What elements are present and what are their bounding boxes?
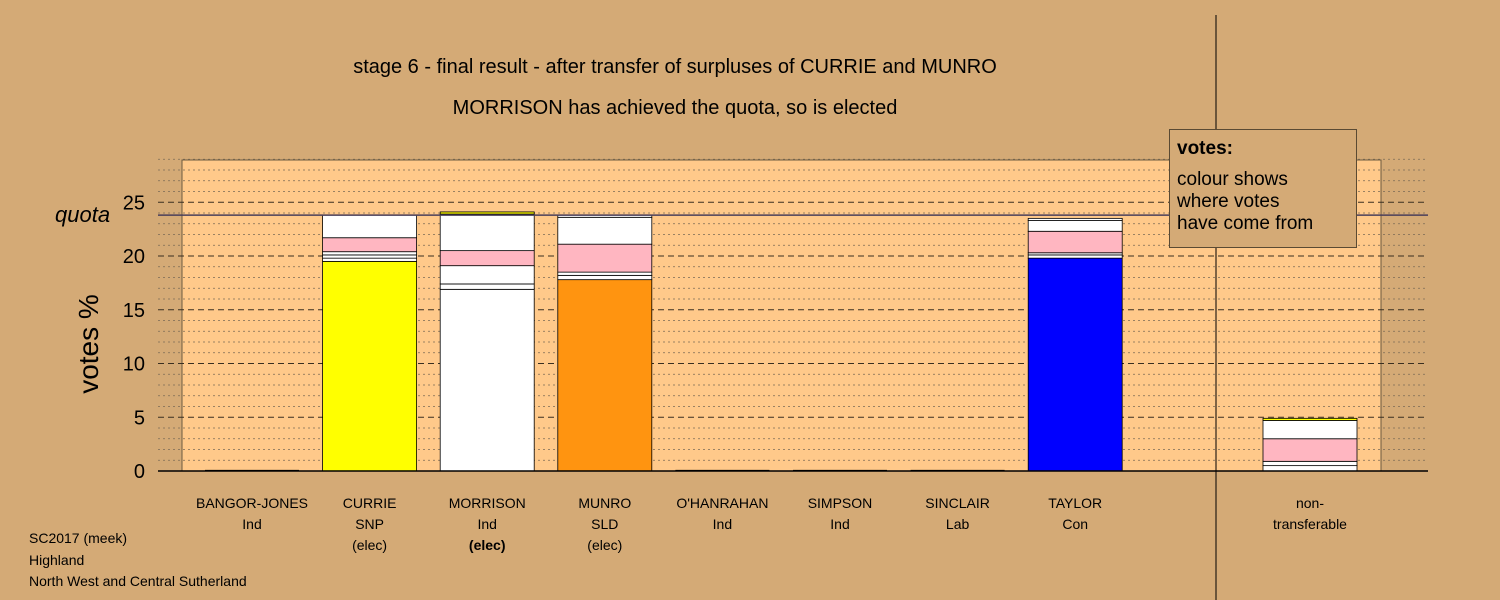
bar-segment [322, 237, 418, 253]
candidate-party-label: Ind [713, 516, 732, 532]
candidate-party-label: Ind [830, 516, 849, 532]
legend-line: where votes [1177, 191, 1280, 212]
candidate-party-label: Ind [242, 516, 261, 532]
candidate-status-label: (elec) [587, 537, 622, 553]
bar-segment [1262, 460, 1358, 467]
bar-segment [557, 271, 653, 276]
footer-info: SC2017 (meek) Highland North West and Ce… [29, 528, 247, 593]
bar-segment [439, 288, 535, 472]
legend-line: have come from [1177, 213, 1314, 234]
chart-subtitle: MORRISON has achieved the quota, so is e… [453, 97, 898, 119]
bar-group [205, 211, 1358, 472]
bar-segment [1027, 254, 1123, 259]
candidate-name-label: MORRISON [449, 495, 526, 511]
y-tick-label: 15 [123, 300, 145, 322]
bar-segment [439, 213, 535, 252]
bar-segment [557, 274, 653, 281]
bar-segment [1027, 220, 1123, 232]
bar-segment [1262, 438, 1358, 462]
legend-line: colour shows [1177, 169, 1288, 190]
bar-segment [322, 254, 418, 259]
candidate-name-label: SINCLAIR [925, 495, 990, 511]
candidate-status-label: (elec) [469, 537, 506, 553]
candidate-name-label: CURRIE [343, 495, 397, 511]
candidate-party-label: transferable [1273, 516, 1347, 532]
y-tick-label: 5 [134, 407, 145, 429]
y-tick-label: 25 [123, 192, 145, 214]
footer-region: Highland [29, 551, 85, 568]
bar-segment [557, 243, 653, 273]
candidate-party-label: SNP [355, 516, 384, 532]
bar-segment [1262, 417, 1358, 421]
bar-segment [439, 250, 535, 267]
y-tick-labels: 0 5 10 15 20 25 [123, 192, 145, 483]
candidate-name-label: SIMPSON [808, 495, 873, 511]
legend-title: votes: [1177, 138, 1233, 159]
bar-segment [322, 251, 418, 256]
y-axis-label: votes % [73, 294, 104, 394]
legend-box: votes: colour shows where votes have com… [1169, 129, 1357, 248]
candidate-name-label: non- [1296, 495, 1324, 511]
quota-label: quota [55, 202, 110, 227]
bar-segment [557, 216, 653, 245]
bar-segment [322, 260, 418, 472]
footer-ward: North West and Central Sutherland [29, 573, 247, 589]
candidate-name-label: O'HANRAHAN [676, 495, 768, 511]
y-tick-label: 10 [123, 354, 145, 376]
bar-segment [1262, 420, 1358, 440]
candidate-party-label: Lab [946, 516, 970, 532]
footer-election: SC2017 (meek) [29, 530, 128, 546]
chart-title: stage 6 - final result - after transfer … [353, 56, 997, 78]
bar-segment [322, 257, 418, 262]
y-tick-label: 0 [134, 461, 145, 483]
bar-segment [1027, 230, 1123, 254]
candidate-party-label: Con [1062, 516, 1088, 532]
candidate-party-label: Ind [477, 516, 496, 532]
bar-segment [1027, 257, 1123, 472]
candidate-name-label: MUNRO [578, 495, 631, 511]
bar-segment [1027, 217, 1123, 221]
bar-segment [557, 279, 653, 472]
bar-segment [439, 265, 535, 285]
candidate-name-label: TAYLOR [1048, 495, 1102, 511]
candidate-name-label: BANGOR-JONES [196, 495, 308, 511]
candidate-party-label: SLD [591, 516, 618, 532]
y-tick-label: 20 [123, 246, 145, 268]
x-category-labels: BANGOR-JONES Ind CURRIE SNP (elec) MORRISON In… [196, 495, 1347, 553]
bar-segment [1262, 465, 1358, 472]
bar-segment [439, 283, 535, 290]
bar-segment [439, 211, 535, 215]
candidate-status-label: (elec) [352, 537, 387, 553]
bar-segment [322, 214, 418, 239]
